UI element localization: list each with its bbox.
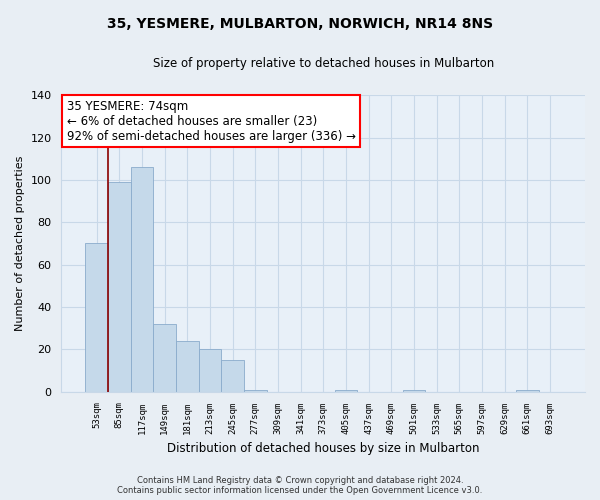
Bar	[403, 390, 425, 392]
Text: 35 YESMERE: 74sqm
← 6% of detached houses are smaller (23)
92% of semi-detached : 35 YESMERE: 74sqm ← 6% of detached house…	[67, 100, 356, 142]
Bar	[221, 360, 244, 392]
Bar	[199, 350, 221, 392]
Bar	[153, 324, 176, 392]
Bar	[244, 390, 266, 392]
Bar	[131, 168, 153, 392]
Bar	[85, 244, 108, 392]
Bar	[516, 390, 539, 392]
Text: 35, YESMERE, MULBARTON, NORWICH, NR14 8NS: 35, YESMERE, MULBARTON, NORWICH, NR14 8N…	[107, 18, 493, 32]
Bar	[335, 390, 357, 392]
Bar	[108, 182, 131, 392]
Title: Size of property relative to detached houses in Mulbarton: Size of property relative to detached ho…	[152, 58, 494, 70]
Text: Contains HM Land Registry data © Crown copyright and database right 2024.
Contai: Contains HM Land Registry data © Crown c…	[118, 476, 482, 495]
Bar	[176, 341, 199, 392]
X-axis label: Distribution of detached houses by size in Mulbarton: Distribution of detached houses by size …	[167, 442, 479, 455]
Y-axis label: Number of detached properties: Number of detached properties	[15, 156, 25, 331]
